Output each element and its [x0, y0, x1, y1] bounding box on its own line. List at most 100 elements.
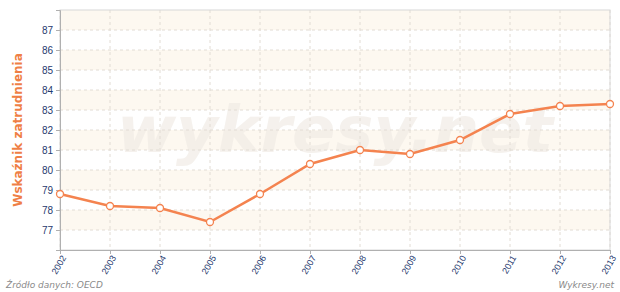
grid-line: [60, 170, 610, 171]
x-tick-mark: [510, 250, 511, 254]
point: [157, 205, 164, 212]
grid-line: [510, 10, 511, 250]
x-tick-label: 2013: [600, 254, 619, 276]
x-tick-label: 2007: [300, 254, 319, 276]
x-tick-mark: [260, 250, 261, 254]
plot: wykresy.net77787980818283848586872002200…: [42, 10, 618, 276]
x-tick: 2002: [50, 250, 69, 276]
x-tick: 2004: [150, 250, 169, 276]
point: [507, 111, 514, 118]
y-tick-label: 86: [42, 45, 54, 56]
band: [60, 170, 610, 190]
grid-line: [310, 10, 311, 250]
band: [60, 10, 610, 30]
y-tick-label: 84: [42, 85, 54, 96]
y-tick: 85: [42, 65, 60, 76]
y-tick-label: 83: [42, 105, 54, 116]
x-tick-label: 2010: [450, 254, 469, 276]
grid-line: [60, 230, 610, 231]
x-tick-label: 2012: [550, 254, 569, 276]
grid-line: [60, 50, 610, 51]
x-axis: 2002 2003 2004 2005 2006 2007 2008 2009 2010 2011…: [50, 250, 619, 276]
point: [457, 137, 464, 144]
series: [57, 101, 614, 226]
point: [357, 147, 364, 154]
x-tick: 2012: [550, 250, 569, 276]
grid: [60, 10, 610, 250]
x-tick-mark: [410, 250, 411, 254]
x-tick-label: 2005: [200, 254, 219, 276]
line: [60, 104, 610, 222]
x-axis-line: [61, 251, 611, 255]
y-tick: 82: [42, 125, 60, 136]
y-tick-mark: [56, 30, 60, 31]
x-tick: 2010: [450, 250, 469, 276]
point: [607, 101, 614, 108]
x-tick-label: 2006: [250, 254, 269, 276]
x-tick: 2006: [250, 250, 269, 276]
grid-line: [60, 190, 610, 191]
x-tick: 2013: [600, 250, 619, 276]
grid-line: [60, 90, 610, 91]
y-tick-label: 77: [42, 225, 54, 236]
grid-line: [60, 70, 610, 71]
x-tick-mark: [160, 250, 161, 254]
y-tick-mark: [56, 50, 60, 51]
y-tick-mark: [56, 90, 60, 91]
grid-line: [110, 10, 111, 250]
y-tick-label: 85: [42, 65, 54, 76]
y-tick: 86: [42, 45, 60, 56]
grid-line: [560, 10, 561, 250]
y-axis: 77 78 79 80 81 82 83 84 85 86 87: [42, 11, 61, 251]
grid-line: [360, 10, 361, 250]
y-tick-label: 78: [42, 205, 54, 216]
y-tick-label: 79: [42, 185, 54, 196]
y-tick-label: 80: [42, 165, 54, 176]
y-tick: 83: [42, 105, 60, 116]
y-tick-mark: [56, 70, 60, 71]
y-tick-mark: [56, 110, 60, 111]
y-tick-label: 82: [42, 125, 54, 136]
x-tick: 2007: [300, 250, 319, 276]
source: Źródło danych: OECD: [5, 279, 103, 290]
y-tick-label: 87: [42, 25, 54, 36]
y-tick: 84: [42, 85, 60, 96]
point: [407, 151, 414, 158]
y-axis-line: [56, 11, 61, 251]
bands: [60, 10, 610, 230]
point: [557, 103, 564, 110]
grid-line: [460, 10, 461, 250]
point: [107, 203, 114, 210]
grid-line: [410, 10, 411, 250]
point: [307, 161, 314, 168]
x-tick-label: 2008: [350, 254, 369, 276]
y-tick-mark: [56, 130, 60, 131]
x-tick-mark: [560, 250, 561, 254]
x-tick-mark: [610, 250, 611, 254]
point: [207, 219, 214, 226]
y-tick-mark: [56, 230, 60, 231]
grid-line: [60, 130, 610, 131]
x-tick-mark: [460, 250, 461, 254]
x-tick-label: 2004: [150, 254, 169, 276]
x-tick-label: 2003: [100, 254, 119, 276]
y-tick-mark: [56, 210, 60, 211]
x-tick-mark: [360, 250, 361, 254]
y-tick: 80: [42, 165, 60, 176]
y-tick: 87: [42, 25, 60, 36]
y-tick-mark: [56, 170, 60, 171]
band: [60, 50, 610, 70]
band: [60, 210, 610, 230]
x-tick: 2009: [400, 250, 419, 276]
x-tick: 2003: [100, 250, 119, 276]
grid-line: [160, 10, 161, 250]
x-tick-label: 2002: [50, 254, 69, 276]
grid-line: [210, 10, 211, 250]
x-tick-mark: [60, 250, 61, 254]
x-tick-mark: [310, 250, 311, 254]
y-tick: 81: [42, 145, 60, 156]
x-tick-label: 2011: [500, 254, 518, 276]
plot-frame: [60, 10, 610, 250]
x-tick-label: 2009: [400, 254, 419, 276]
credit: Wykresy.net: [558, 280, 614, 290]
